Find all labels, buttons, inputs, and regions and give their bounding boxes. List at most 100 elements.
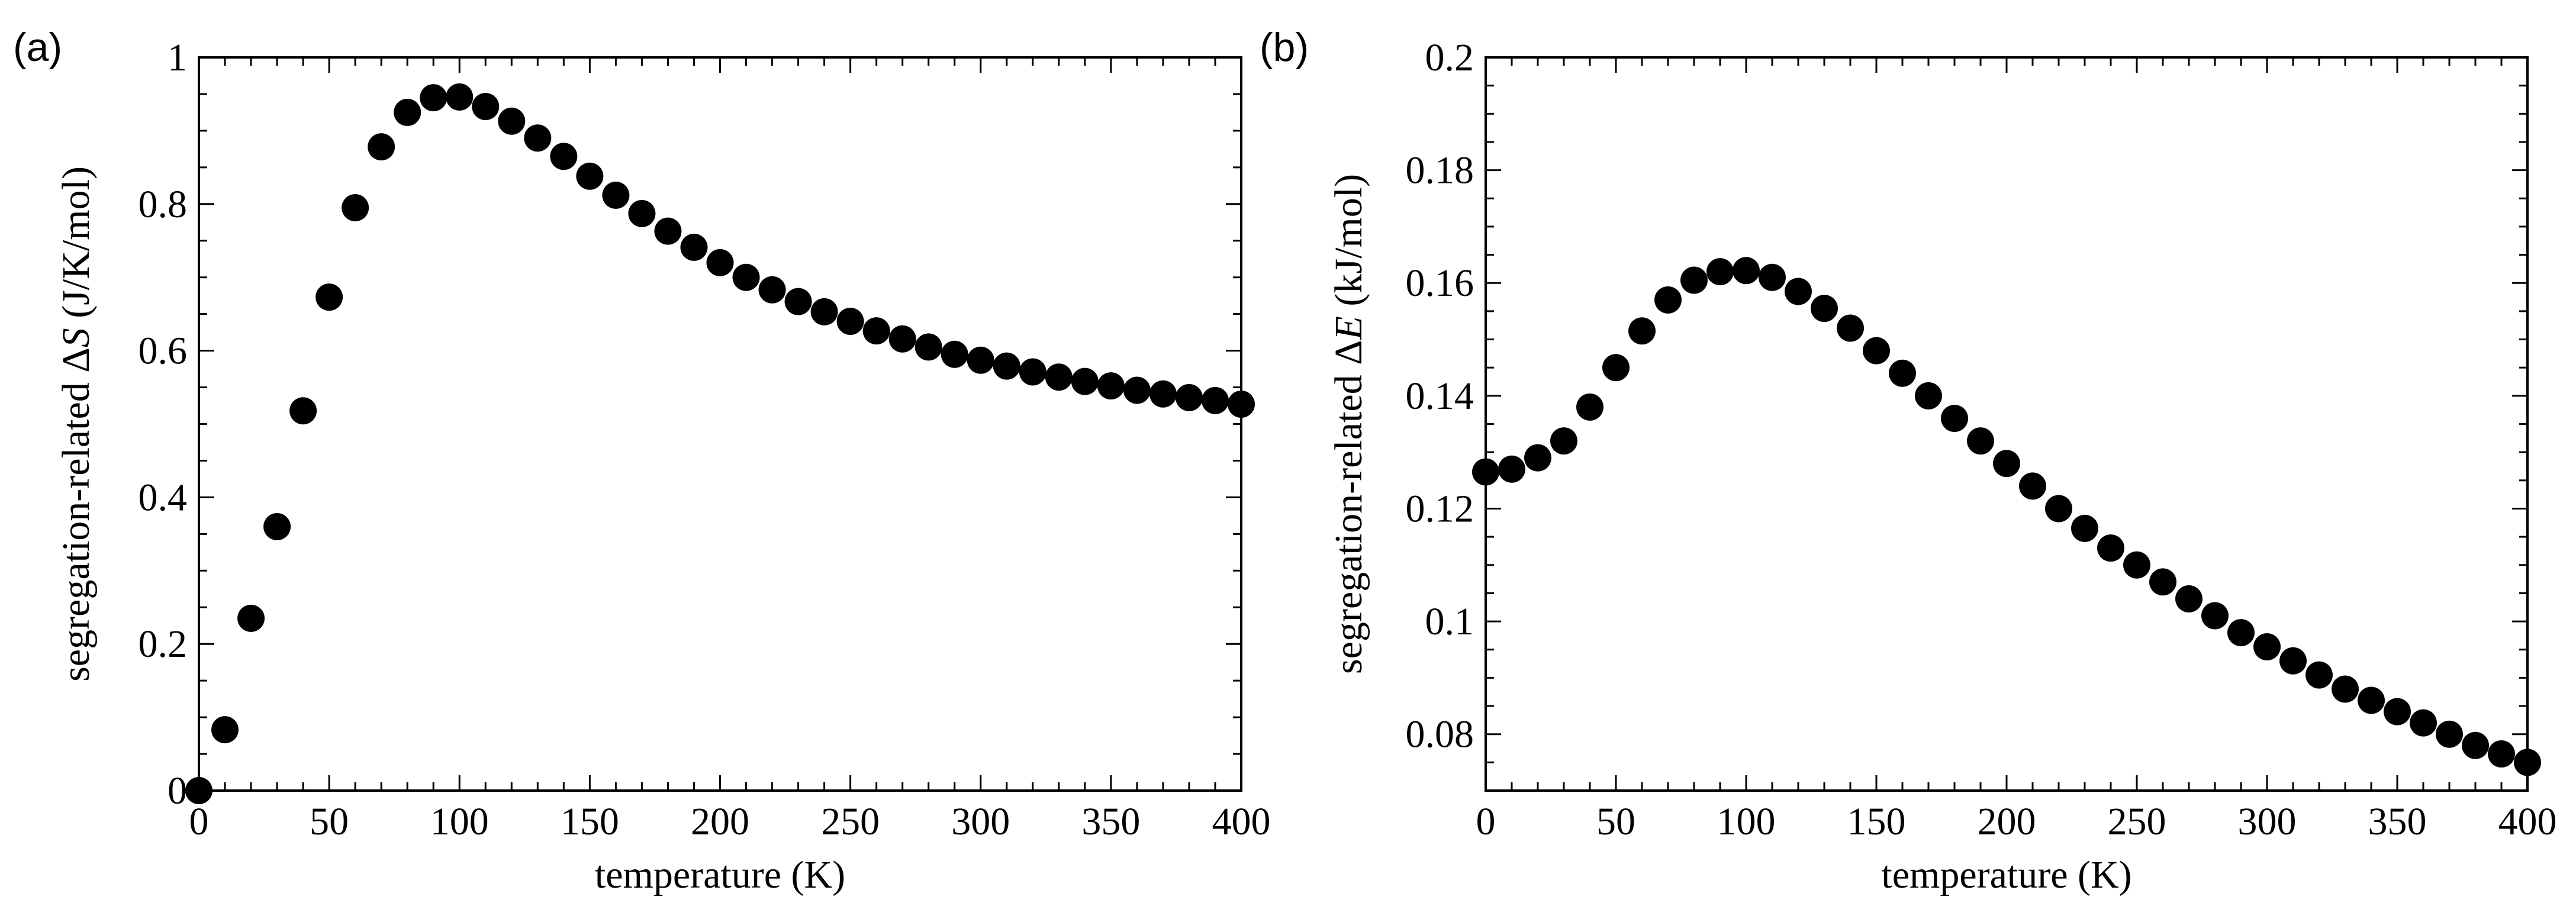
- data-point: [1019, 358, 1046, 386]
- data-point: [498, 107, 526, 135]
- data-point: [263, 512, 291, 540]
- data-point: [2488, 740, 2515, 768]
- y-axis-label-symbol-b: E: [1327, 316, 1370, 340]
- panel-label-a: (a): [13, 25, 62, 70]
- data-point: [993, 352, 1020, 380]
- y-tick-label: 0.4: [139, 476, 188, 519]
- data-point: [185, 777, 212, 804]
- data-point: [1602, 354, 1630, 382]
- data-point: [315, 283, 343, 311]
- data-point: [1472, 458, 1499, 486]
- plot-frame-b: [1485, 56, 2529, 792]
- y-tick-label: 0.08: [1406, 713, 1474, 756]
- x-tick-label: 100: [430, 800, 489, 843]
- y-tick-label: 0: [168, 769, 187, 812]
- x-tick-label: 400: [2498, 800, 2557, 843]
- panel-label-b: (b): [1260, 25, 1309, 70]
- data-point: [1941, 404, 1968, 432]
- data-point: [2384, 698, 2411, 725]
- y-tick-label: 0.8: [139, 183, 188, 226]
- data-point: [472, 93, 500, 121]
- x-tick-label: 250: [2108, 800, 2166, 843]
- y-axis-label-symbol-a: S: [54, 328, 98, 347]
- data-point: [1706, 258, 1734, 286]
- data-point: [368, 133, 395, 161]
- data-point: [2305, 661, 2333, 689]
- data-point: [2410, 709, 2437, 737]
- data-point: [941, 340, 968, 368]
- data-point: [1228, 391, 1255, 418]
- data-point: [1175, 383, 1203, 411]
- y-tick-label: 0.1: [1425, 600, 1474, 643]
- data-point: [2514, 749, 2541, 776]
- y-tick-label: 0.18: [1406, 149, 1474, 192]
- data-point: [2097, 534, 2124, 562]
- y-tick-label: 0.2: [1425, 36, 1474, 79]
- x-tick-label: 200: [691, 800, 749, 843]
- data-point: [732, 263, 760, 291]
- plot-frame-a: [198, 56, 1242, 792]
- x-tick-label: 0: [189, 800, 209, 843]
- x-tick-label: 250: [821, 800, 880, 843]
- data-point: [836, 308, 864, 336]
- data-point: [2123, 551, 2150, 579]
- data-markers-b: [1472, 257, 2541, 776]
- data-point: [706, 249, 734, 276]
- data-point: [1123, 376, 1151, 404]
- data-point: [1045, 363, 1073, 391]
- data-point: [1785, 278, 1812, 305]
- y-tick-label: 0.2: [139, 623, 188, 666]
- data-point: [862, 317, 890, 345]
- data-point: [888, 325, 916, 353]
- data-point: [758, 276, 786, 304]
- data-point: [2462, 731, 2489, 759]
- data-point: [2253, 633, 2281, 660]
- x-tick-label: 50: [1596, 800, 1635, 843]
- x-tick-label: 150: [1847, 800, 1906, 843]
- data-point: [1837, 314, 1864, 342]
- data-point: [2175, 585, 2203, 612]
- data-point: [1967, 427, 1994, 455]
- y-tick-label: 0.6: [139, 330, 188, 373]
- x-axis-label-b: temperature (K): [1881, 853, 2131, 897]
- data-point: [784, 288, 812, 315]
- data-markers-a: [185, 83, 1255, 804]
- data-point: [2019, 472, 2046, 500]
- y-axis-label-b: segregation-related ΔE (kJ/mol): [1327, 174, 1370, 674]
- data-point: [394, 98, 421, 126]
- data-point: [2358, 686, 2385, 714]
- x-tick-label: 350: [1081, 800, 1140, 843]
- data-point: [2071, 514, 2098, 542]
- y-axis-label-prefix-a: segregation-related Δ: [54, 347, 98, 682]
- y-tick-label: 0.12: [1406, 487, 1474, 530]
- y-tick-label: 0.16: [1406, 262, 1474, 305]
- data-point: [1071, 367, 1099, 395]
- y-axis-label-suffix-a: (J/K/mol): [54, 166, 98, 328]
- data-point: [211, 716, 239, 744]
- data-point: [915, 333, 942, 361]
- data-point: [289, 397, 317, 425]
- data-point: [1863, 337, 1890, 365]
- data-point: [1097, 372, 1125, 400]
- x-tick-label: 50: [310, 800, 349, 843]
- data-point: [628, 199, 656, 227]
- data-point: [2332, 675, 2359, 703]
- data-point: [420, 84, 447, 112]
- data-point: [550, 143, 578, 170]
- data-point: [2149, 568, 2176, 596]
- tick-labels-a: 0 50 100 150 200 250 300 350 400 0 0.2 0.4 0.6 0.8 1: [139, 36, 1271, 843]
- x-tick-label: 100: [1717, 800, 1776, 843]
- data-point: [1524, 444, 1551, 472]
- y-axis-label-suffix-b: (kJ/mol): [1327, 174, 1370, 316]
- data-point: [1654, 286, 1682, 314]
- data-point: [1201, 386, 1229, 414]
- data-point: [810, 298, 838, 325]
- y-tick-label: 1: [168, 36, 187, 79]
- axis-ticks-a: [198, 56, 1242, 792]
- data-point: [1576, 393, 1603, 421]
- data-point: [2227, 619, 2255, 647]
- data-point: [1811, 295, 1838, 323]
- data-point: [576, 162, 604, 190]
